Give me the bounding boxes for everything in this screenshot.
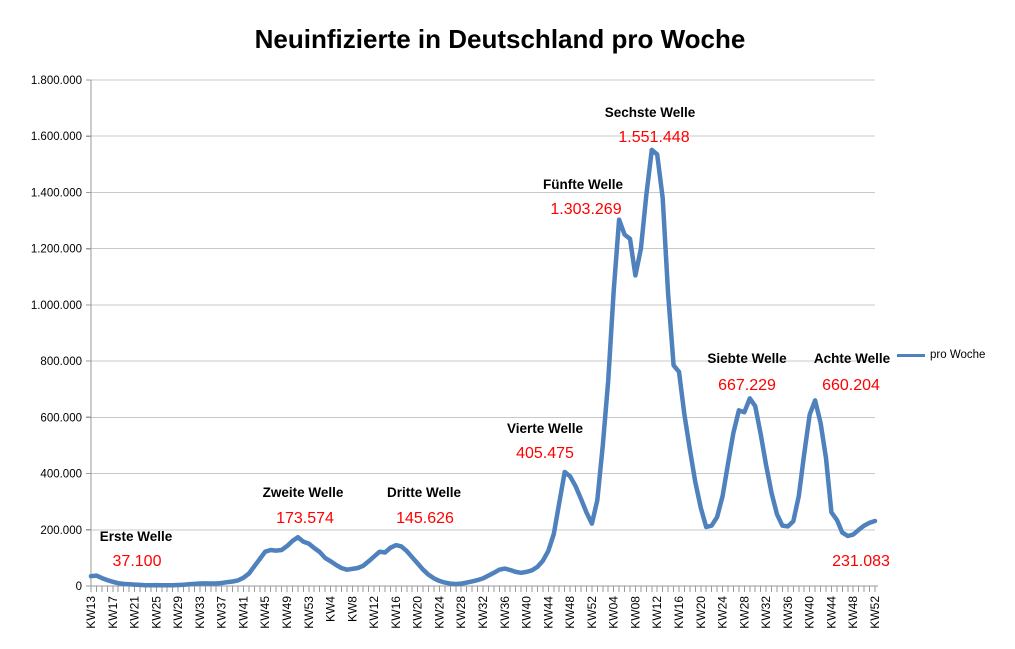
annotation-label: Dritte Welle (387, 485, 462, 500)
annotation-value: 145.626 (396, 510, 454, 527)
y-tick-label: 1.000.000 (31, 300, 82, 312)
annotation-label: Sechste Welle (605, 105, 696, 120)
x-tick-label: KW16 (389, 596, 403, 629)
chart-title: Neuinfizierte in Deutschland pro Woche (254, 24, 746, 54)
x-tick-label: KW45 (258, 596, 272, 629)
annotation-value: 37.100 (113, 553, 162, 570)
x-tick-label: KW36 (781, 596, 795, 629)
y-tick-label: 800.000 (40, 356, 82, 368)
annotation-label: Zweite Welle (263, 485, 344, 500)
x-tick-label: KW52 (868, 596, 882, 629)
y-tick-label: 200.000 (40, 525, 82, 537)
x-tick-label: KW21 (128, 596, 142, 629)
x-tick-label: KW41 (236, 596, 250, 629)
x-tick-label: KW8 (345, 596, 359, 622)
y-tick-label: 1.800.000 (31, 75, 82, 87)
annotation-value: 173.574 (276, 510, 334, 527)
legend-label: pro Woche (930, 349, 986, 361)
x-tick-label: KW17 (106, 596, 120, 629)
y-tick-label: 1.200.000 (31, 244, 82, 256)
annotation-label: Vierte Welle (507, 421, 584, 436)
x-tick-label: KW29 (171, 596, 185, 629)
annotation-value: 1.551.448 (618, 129, 689, 146)
legend: pro Woche (897, 349, 985, 361)
x-tick-label: KW53 (302, 596, 316, 629)
annotation-label: Fünfte Welle (543, 177, 623, 192)
x-tick-label: KW32 (759, 596, 773, 629)
y-tick-label: 400.000 (40, 469, 82, 481)
annotation-label: Achte Welle (814, 351, 891, 366)
x-tick-label: KW12 (650, 596, 664, 629)
y-tick-label: 600.000 (40, 412, 82, 424)
annotation-value: 660.204 (822, 377, 880, 394)
x-tick-label: KW13 (84, 596, 98, 629)
x-tick-label: KW20 (411, 596, 425, 629)
x-tick-label: KW28 (737, 596, 751, 629)
x-tick-label: KW44 (541, 596, 555, 629)
x-tick-label: KW37 (215, 596, 229, 629)
legend-line-swatch (897, 353, 925, 357)
y-tick-label: 1.600.000 (31, 131, 82, 143)
x-tick-label: KW49 (280, 596, 294, 629)
x-tick-label: KW04 (607, 596, 621, 629)
y-tick-label: 1.400.000 (31, 187, 82, 199)
x-tick-label: KW44 (824, 596, 838, 629)
annotation-value: 1.303.269 (550, 201, 621, 218)
x-tick-label: KW40 (803, 596, 817, 629)
y-tick-label: 0 (76, 581, 82, 593)
x-tick-label: KW48 (563, 596, 577, 629)
x-tick-label: KW33 (193, 596, 207, 629)
x-tick-label: KW20 (694, 596, 708, 629)
x-tick-label: KW16 (672, 596, 686, 629)
x-tick-label: KW28 (454, 596, 468, 629)
annotation-value: 231.083 (832, 553, 890, 570)
x-tick-label: KW25 (149, 596, 163, 629)
x-tick-label: KW12 (367, 596, 381, 629)
x-tick-label: KW48 (846, 596, 860, 629)
x-tick-label: KW08 (628, 596, 642, 629)
annotation-label: Siebte Welle (707, 351, 787, 366)
x-tick-label: KW4 (324, 596, 338, 622)
x-tick-label: KW32 (476, 596, 490, 629)
series-line (88, 147, 878, 588)
x-tick-label: KW36 (498, 596, 512, 629)
annotation-value: 667.229 (718, 377, 776, 394)
annotation-label: Erste Welle (100, 529, 173, 544)
x-tick-label: KW52 (585, 596, 599, 629)
x-tick-label: KW40 (520, 596, 534, 629)
x-tick-label: KW24 (432, 596, 446, 629)
x-tick-label: KW24 (716, 596, 730, 629)
annotation-value: 405.475 (516, 445, 574, 462)
